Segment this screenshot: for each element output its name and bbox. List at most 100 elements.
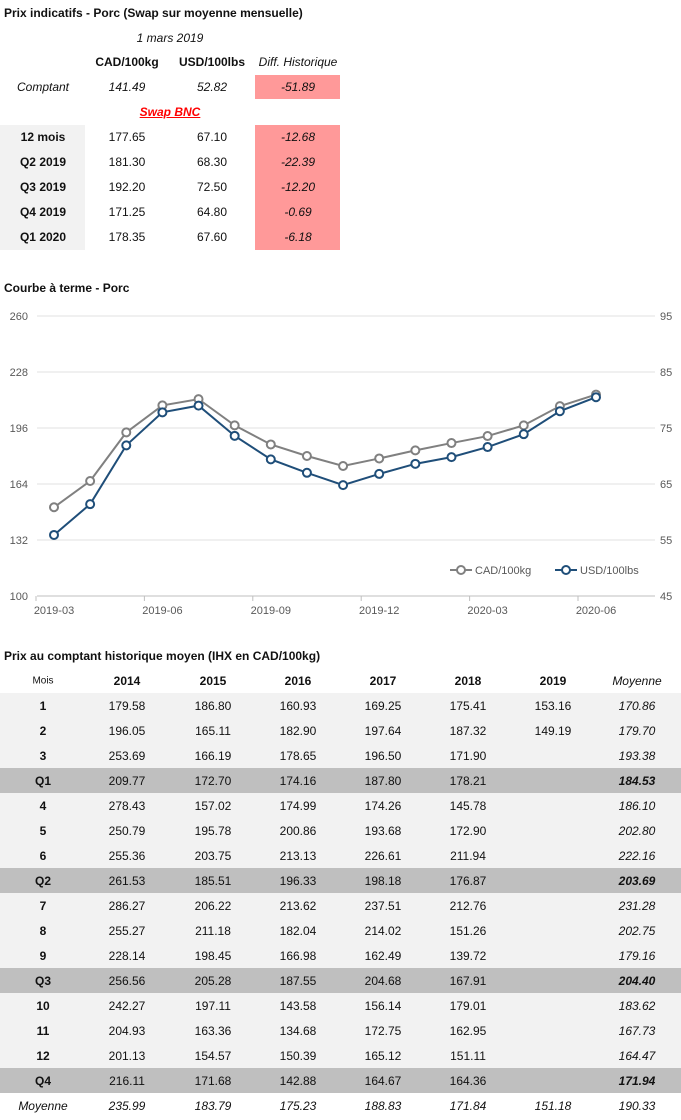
x-tick-label: 2019-12 bbox=[359, 605, 399, 617]
data-point bbox=[85, 476, 96, 487]
history-header: 2015 bbox=[199, 674, 227, 688]
table-cell: 278.43 bbox=[108, 798, 146, 813]
table-cell: 187.55 bbox=[279, 973, 317, 988]
table-cell: 237.51 bbox=[364, 898, 402, 913]
table-cell: 166.19 bbox=[194, 748, 232, 763]
quarter-row bbox=[0, 1068, 681, 1093]
data-point bbox=[229, 430, 240, 441]
table-row bbox=[0, 893, 681, 918]
data-point bbox=[446, 438, 457, 449]
table-cell: 203.69 bbox=[618, 873, 656, 888]
data-point bbox=[591, 392, 601, 403]
table-cell: 198.18 bbox=[364, 873, 402, 888]
table-cell: 204.40 bbox=[618, 973, 656, 988]
legend-marker-icon bbox=[456, 565, 466, 575]
row-label: Q3 bbox=[34, 973, 52, 988]
table-cell: 172.70 bbox=[194, 773, 232, 788]
row-label: 8 bbox=[39, 923, 47, 938]
swap-row-usd: 67.10 bbox=[196, 130, 228, 144]
spot-diff: -51.89 bbox=[280, 80, 316, 94]
table-cell: 195.78 bbox=[194, 823, 232, 838]
table-cell: 204.68 bbox=[364, 973, 402, 988]
table-cell: 190.33 bbox=[618, 1098, 656, 1113]
table-cell: 196.33 bbox=[279, 873, 317, 888]
table-cell: 166.98 bbox=[279, 948, 317, 963]
table-cell: 193.38 bbox=[618, 748, 656, 763]
header-usd: USD/100lbs bbox=[178, 55, 246, 69]
row-label: 6 bbox=[39, 848, 47, 863]
row-label: 10 bbox=[36, 998, 50, 1013]
data-point bbox=[229, 420, 240, 431]
y-right-tick-label: 85 bbox=[660, 367, 672, 379]
table-cell: 164.36 bbox=[449, 1073, 487, 1088]
y-left-tick-label: 132 bbox=[10, 535, 28, 547]
data-point bbox=[265, 439, 276, 450]
history-header: 2018 bbox=[454, 674, 482, 688]
table-cell: 143.58 bbox=[279, 998, 317, 1013]
table-cell: 151.18 bbox=[534, 1098, 572, 1113]
data-point bbox=[338, 460, 349, 471]
table-cell: 209.77 bbox=[108, 773, 146, 788]
table-cell: 163.36 bbox=[194, 1023, 232, 1038]
y-right-tick-label: 65 bbox=[660, 479, 672, 491]
data-point bbox=[374, 468, 385, 479]
swap-row-diff: -12.68 bbox=[280, 130, 316, 144]
swap-diff-column bbox=[255, 125, 340, 250]
table-cell: 204.93 bbox=[108, 1023, 146, 1038]
table-cell: 178.65 bbox=[279, 748, 317, 763]
table-row bbox=[0, 793, 681, 818]
data-point bbox=[193, 400, 204, 411]
data-point bbox=[301, 451, 312, 461]
swap-row-label: 12 mois bbox=[20, 130, 66, 144]
y-right-tick-label: 75 bbox=[660, 423, 672, 435]
history-header: 2019 bbox=[539, 674, 567, 688]
data-point bbox=[554, 406, 565, 417]
row-label: Q2 bbox=[34, 873, 52, 888]
table-cell: 196.50 bbox=[364, 748, 402, 763]
spot-diff-cell bbox=[255, 75, 340, 99]
swap-row-diff: -6.18 bbox=[284, 230, 312, 244]
row-label: 4 bbox=[39, 798, 47, 813]
table-cell: 175.23 bbox=[279, 1098, 317, 1113]
swap-bnc-link[interactable]: Swap BNC bbox=[139, 105, 201, 119]
table-cell: 197.11 bbox=[195, 998, 231, 1013]
swap-row-cad: 171.25 bbox=[108, 205, 146, 219]
table-cell: 211.94 bbox=[450, 848, 486, 863]
table-cell: 286.27 bbox=[108, 898, 146, 913]
swap-row-cad: 178.35 bbox=[108, 230, 146, 244]
table-cell: 171.90 bbox=[449, 748, 487, 763]
table-cell: 172.90 bbox=[449, 823, 487, 838]
row-label: 2 bbox=[39, 723, 47, 738]
y-left-tick-label: 100 bbox=[10, 591, 28, 603]
table-cell: 170.86 bbox=[618, 698, 656, 713]
data-point bbox=[446, 452, 457, 463]
table-cell: 164.47 bbox=[618, 1048, 656, 1063]
data-point bbox=[338, 480, 349, 491]
table-cell: 203.75 bbox=[194, 848, 232, 863]
table-cell: 188.83 bbox=[364, 1098, 402, 1113]
history-header: Moyenne bbox=[612, 674, 662, 688]
table-cell: 235.99 bbox=[108, 1098, 146, 1113]
data-point bbox=[518, 429, 529, 440]
x-tick-label: 2019-06 bbox=[142, 605, 182, 617]
history-header: 2017 bbox=[369, 674, 397, 688]
data-point bbox=[410, 458, 421, 469]
table-cell: 151.26 bbox=[449, 923, 487, 938]
table-cell: 182.04 bbox=[279, 923, 317, 938]
table-cell: 154.57 bbox=[194, 1048, 232, 1063]
table-cell: 156.14 bbox=[364, 998, 402, 1013]
series-line-usd bbox=[53, 396, 597, 536]
table-cell: 187.32 bbox=[449, 723, 487, 738]
summary-title: Prix indicatifs - Porc (Swap sur moyenne… bbox=[4, 6, 303, 20]
legend-label: CAD/100kg bbox=[475, 565, 531, 577]
table-cell: 172.75 bbox=[364, 1023, 402, 1038]
table-cell: 149.19 bbox=[534, 723, 572, 738]
row-label: Q1 bbox=[34, 773, 52, 788]
legend-label: USD/100lbs bbox=[580, 565, 639, 577]
table-cell: 197.64 bbox=[364, 723, 402, 738]
table-cell: 214.02 bbox=[364, 923, 402, 938]
table-row bbox=[0, 993, 681, 1018]
row-label: Moyenne bbox=[18, 1098, 68, 1113]
data-point bbox=[301, 467, 312, 478]
data-point bbox=[374, 453, 385, 464]
